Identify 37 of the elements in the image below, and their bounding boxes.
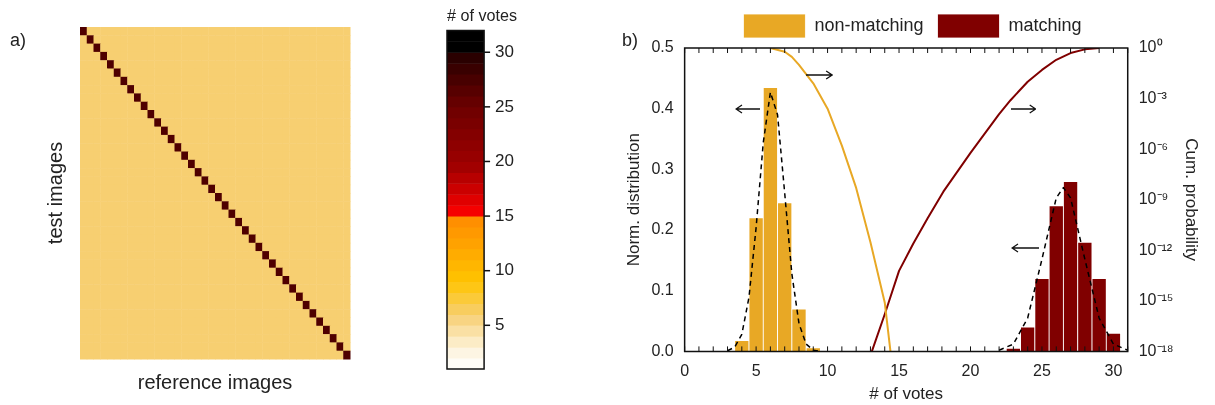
color-bar-label: 25 [495, 96, 515, 116]
chart-title: b) [622, 30, 639, 51]
color-bar-label: 15 [495, 205, 515, 225]
x-tick-label: 0 [680, 362, 690, 380]
line-series [998, 186, 1128, 351]
y-tick-label: 0.1 [651, 281, 674, 299]
y-axis-title: test images [43, 141, 66, 245]
chart-title: a) [10, 30, 27, 51]
x-tick-label: 10 [818, 362, 837, 380]
color-bar-label: 20 [495, 151, 515, 171]
y-axis-title: Norm. distribution [623, 133, 643, 267]
y2-tick-label: 10⁻¹² [1138, 240, 1173, 258]
y-tick-label: 0.5 [651, 38, 674, 56]
y2-axis-title: Cum. probability [1182, 138, 1202, 262]
color-bar-label: 30 [495, 41, 515, 61]
color-bar-label: 5 [495, 315, 505, 334]
x-tick-label: 5 [751, 362, 761, 380]
x-tick-label: 25 [1033, 362, 1051, 380]
y2-tick-label: 10⁻¹⁸ [1138, 341, 1174, 359]
y2-tick-label: 10⁻¹⁵ [1138, 291, 1174, 309]
y2-tick-label: 10⁻³ [1138, 88, 1168, 106]
x-axis-title: # of votes [869, 384, 944, 404]
x-axis-title: reference images [137, 370, 293, 393]
x-tick-label: 20 [961, 362, 980, 380]
x-tick-label: 30 [1104, 362, 1123, 380]
y2-tick-label: 10⁰ [1138, 38, 1163, 56]
legend-label: matching [1008, 14, 1082, 35]
y2-tick-label: 10⁻⁶ [1138, 139, 1169, 157]
y2-tick-label: 10⁻⁹ [1138, 190, 1169, 208]
y-tick-label: 0.0 [651, 341, 674, 359]
color-bar-title: # of votes [447, 5, 517, 25]
y-tick-label: 0.3 [651, 159, 674, 177]
legend-label: non-matching [814, 14, 924, 35]
y-tick-label: 0.4 [651, 99, 674, 117]
y-tick-label: 0.2 [651, 220, 674, 238]
color-bar-label: 10 [495, 260, 515, 280]
x-tick-label: 15 [890, 362, 909, 380]
